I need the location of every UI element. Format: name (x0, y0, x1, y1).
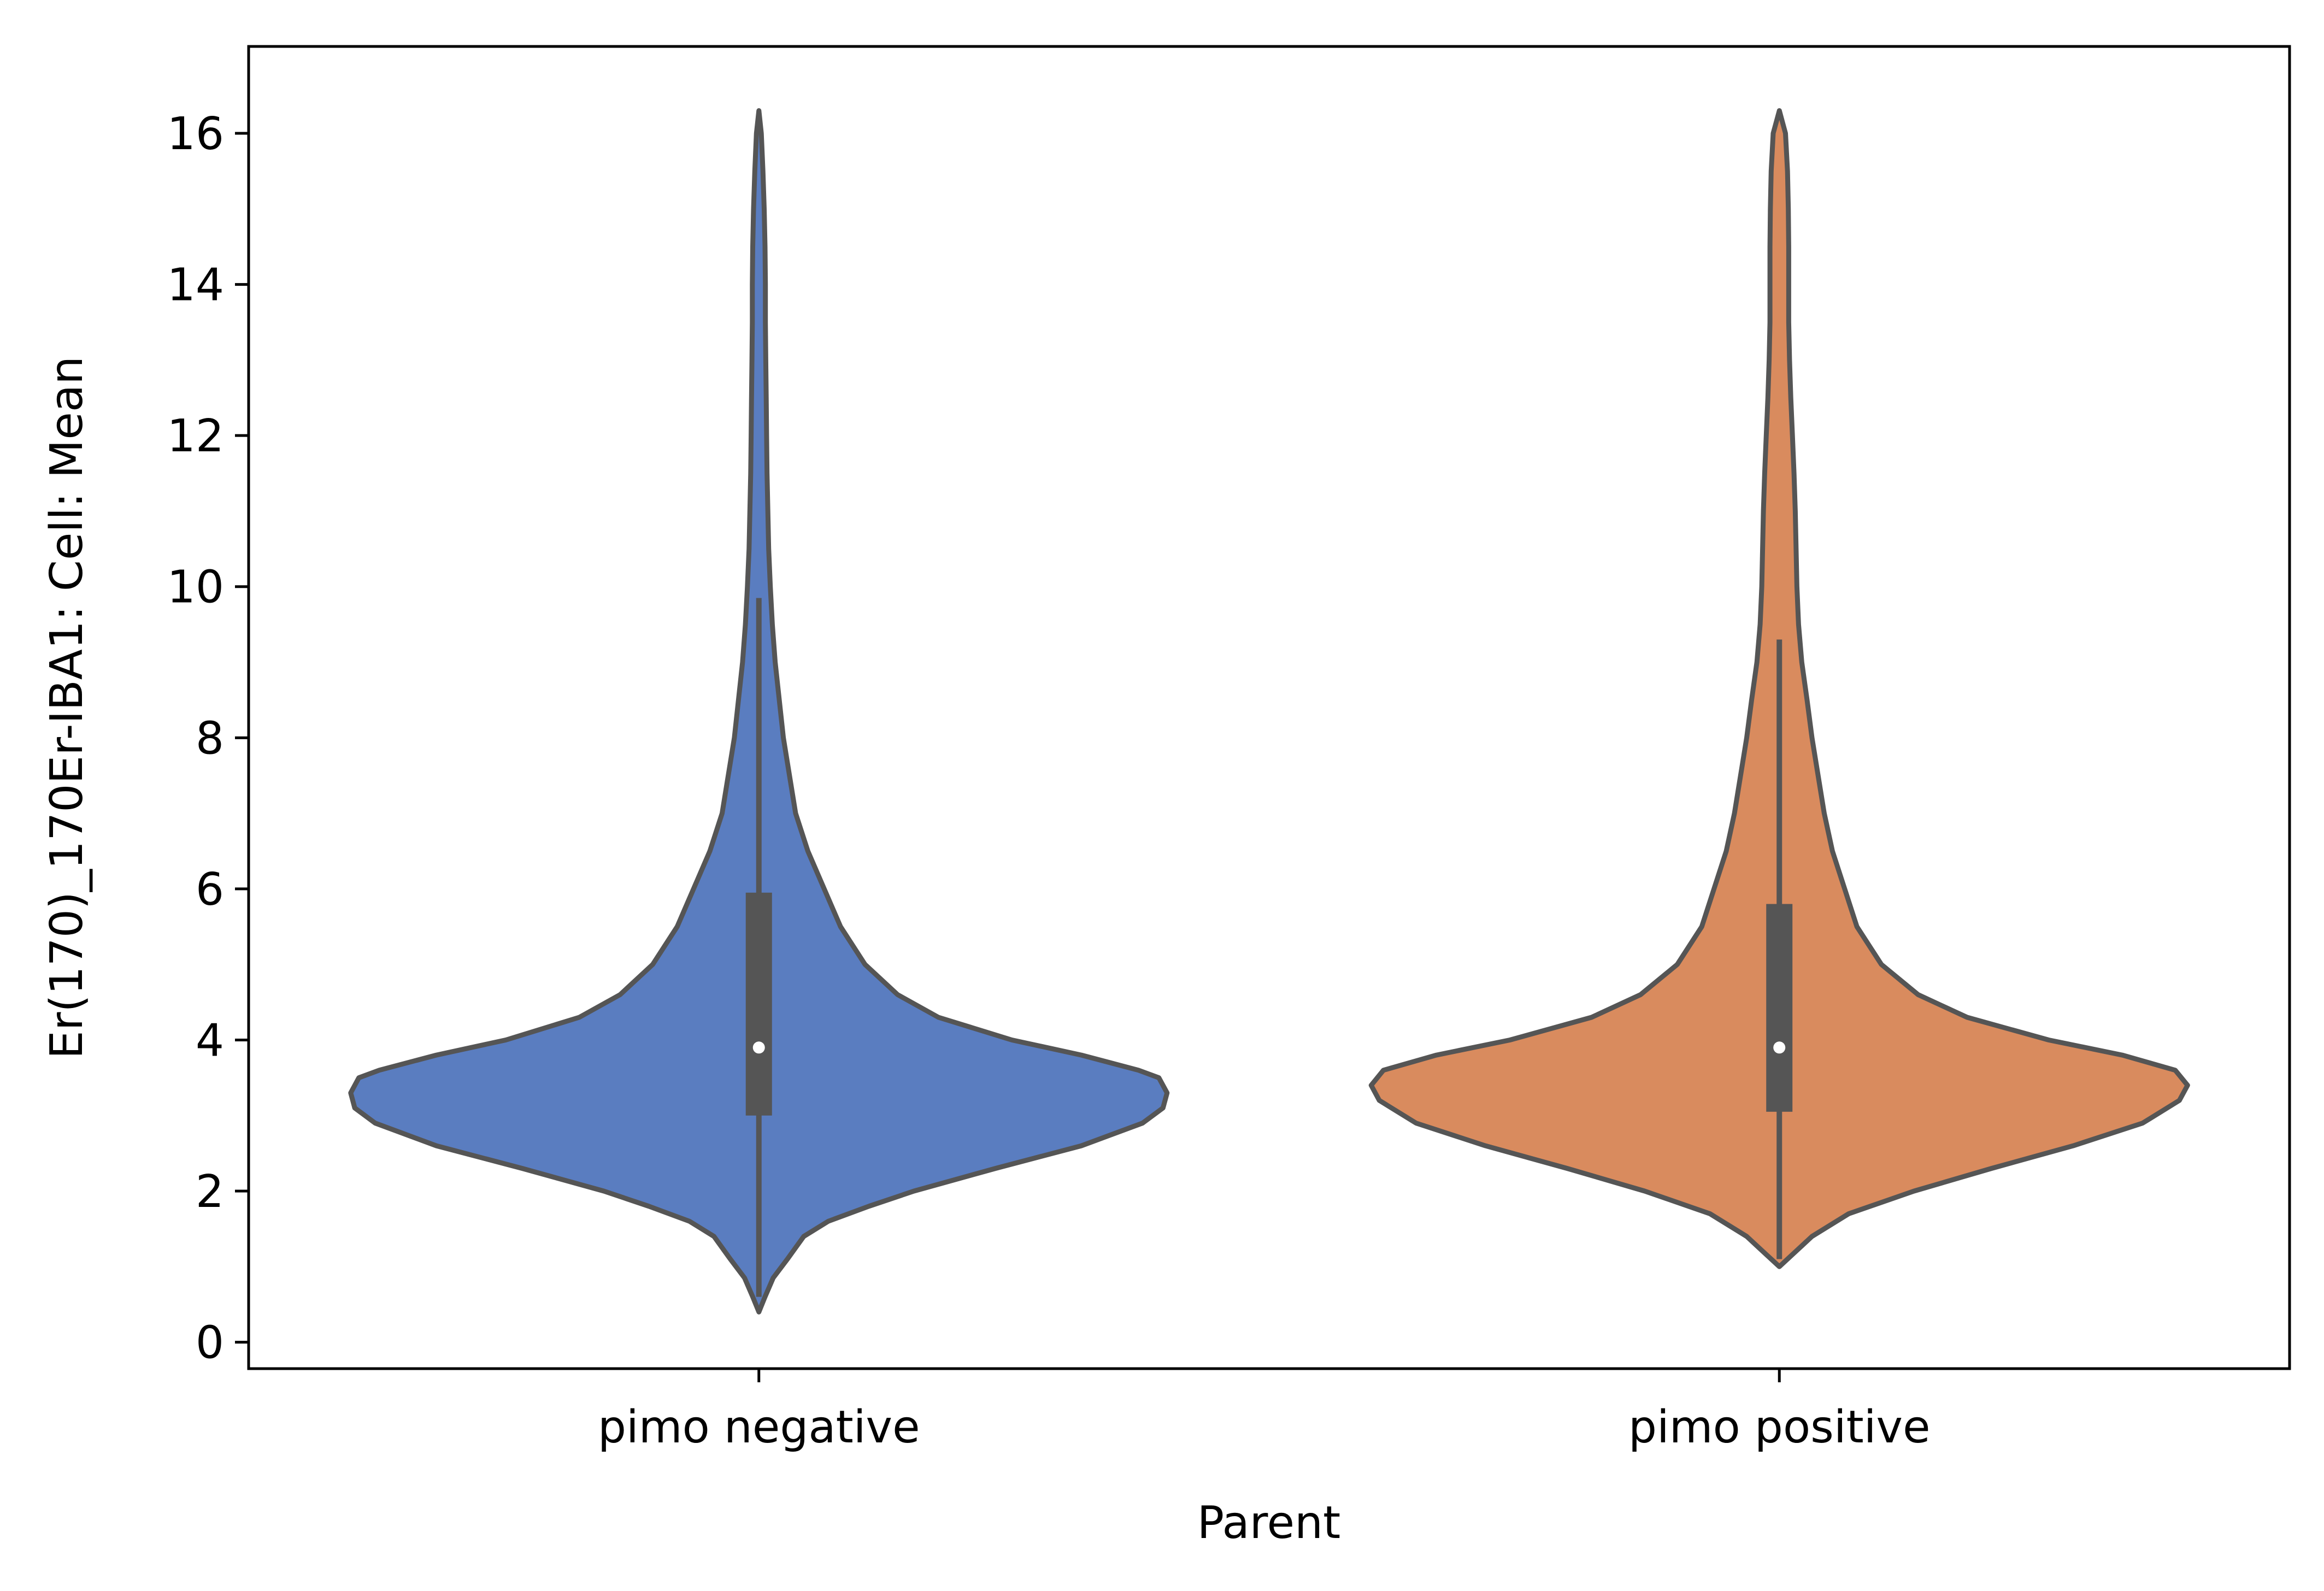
y-tick-label: 12 (167, 410, 224, 462)
x-tick-label-pimo-negative: pimo negative (598, 1401, 920, 1453)
x-axis: pimo negative pimo positive (598, 1369, 1931, 1453)
y-tick-label: 2 (196, 1166, 224, 1218)
x-axis-title: Parent (1197, 1497, 1341, 1549)
plot-frame (247, 45, 2291, 1370)
y-axis: 0 2 4 6 8 10 12 14 16 (167, 108, 249, 1369)
y-tick-label: 10 (167, 562, 224, 614)
median-dot-pimo-positive (1773, 1041, 1786, 1054)
iqr-box-pimo-negative (745, 892, 772, 1116)
y-tick-label: 0 (196, 1317, 224, 1369)
y-tick-label: 4 (196, 1015, 224, 1066)
iqr-box-pimo-positive (1766, 904, 1793, 1112)
y-tick-label: 16 (167, 108, 224, 160)
x-tick-label-pimo-positive: pimo positive (1628, 1401, 1931, 1453)
y-tick-label: 6 (196, 864, 224, 916)
y-tick-label: 14 (167, 260, 224, 311)
y-axis-title: Er(170)_170Er-IBA1: Cell: Mean (41, 356, 93, 1059)
median-dot-pimo-negative (752, 1041, 765, 1054)
y-tick-label: 8 (196, 712, 224, 764)
boxes-layer (745, 598, 1793, 1297)
